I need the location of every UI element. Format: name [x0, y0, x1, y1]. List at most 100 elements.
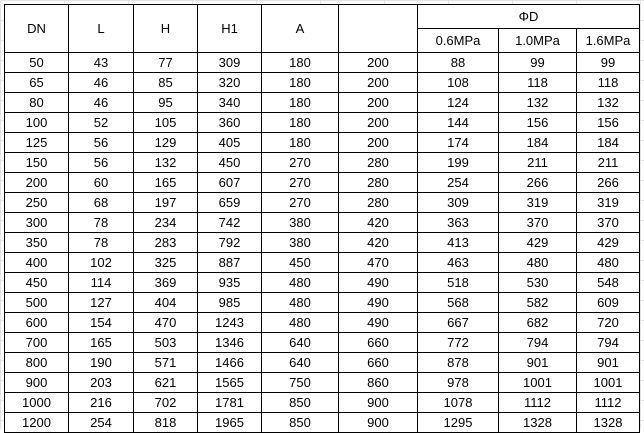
table-row: 1200 254 818 1965 850 900 1295 1328 1328	[4, 412, 640, 433]
table-cell: 772	[417, 332, 499, 353]
table-row: 900 203 621 1565 750 860 978 1001 1001	[4, 372, 640, 393]
table-cell: 1565	[197, 372, 262, 393]
table-cell: 127	[68, 292, 134, 313]
table-cell: 190	[68, 352, 134, 373]
table-cell: 165	[133, 172, 198, 193]
table-cell: 1000	[4, 392, 69, 413]
table-row: 50 43 77 309 180 200 88 99 99	[4, 52, 640, 73]
header-0-6mpa: 0.6MPa	[417, 28, 499, 53]
table-cell: 199	[417, 152, 499, 173]
table-cell: 900	[338, 392, 418, 413]
table-cell: 309	[417, 192, 499, 213]
table-row: 100 52 105 360 180 200 144 156 156	[4, 112, 640, 133]
header-l: L	[68, 4, 134, 53]
table-cell: 102	[68, 252, 134, 273]
table-cell: 99	[576, 52, 640, 73]
table-cell: 640	[261, 352, 339, 373]
table-cell: 68	[68, 192, 134, 213]
table-cell: 450	[197, 152, 262, 173]
header-h: H	[133, 4, 198, 53]
table-cell: 156	[576, 112, 640, 133]
table-cell: 901	[576, 352, 640, 373]
table-cell: 216	[68, 392, 134, 413]
table-cell: 660	[338, 332, 418, 353]
table-cell: 500	[4, 292, 69, 313]
table-cell: 180	[261, 72, 339, 93]
table-cell: 900	[4, 372, 69, 393]
table-cell: 380	[261, 232, 339, 253]
dimensions-table: DN L H H1 A ΦD 0.6MPa 1.0MPa 1.6MPa 50 43…	[4, 4, 640, 433]
table-cell: 600	[4, 312, 69, 333]
table-cell: 105	[133, 112, 198, 133]
table-cell: 450	[261, 252, 339, 273]
table-cell: 900	[338, 412, 418, 433]
table-cell: 480	[498, 252, 577, 273]
table-cell: 46	[68, 72, 134, 93]
table-cell: 43	[68, 52, 134, 73]
table-cell: 1112	[576, 392, 640, 413]
table-cell: 200	[338, 92, 418, 113]
table-cell: 180	[261, 92, 339, 113]
table-row: 200 60 165 607 270 280 254 266 266	[4, 172, 640, 193]
table-cell: 429	[498, 232, 577, 253]
table-cell: 1965	[197, 412, 262, 433]
table-row: 450 114 369 935 480 490 518 530 548	[4, 272, 640, 293]
table-cell: 280	[338, 192, 418, 213]
table-cell: 132	[133, 152, 198, 173]
table-cell: 702	[133, 392, 198, 413]
table-cell: 154	[68, 312, 134, 333]
table-cell: 319	[576, 192, 640, 213]
table-cell: 548	[576, 272, 640, 293]
table-row: 80 46 95 340 180 200 124 132 132	[4, 92, 640, 113]
table-cell: 503	[133, 332, 198, 353]
table-cell: 124	[417, 92, 499, 113]
table-cell: 174	[417, 132, 499, 153]
table-cell: 60	[68, 172, 134, 193]
table-cell: 132	[576, 92, 640, 113]
table-cell: 180	[261, 112, 339, 133]
table-cell: 1001	[498, 372, 577, 393]
table-cell: 742	[197, 212, 262, 233]
table-cell: 114	[68, 272, 134, 293]
table-row: 1000 216 702 1781 850 900 1078 1112 1112	[4, 392, 640, 413]
table-cell: 280	[338, 152, 418, 173]
table-row: 125 56 129 405 180 200 174 184 184	[4, 132, 640, 153]
table-cell: 85	[133, 72, 198, 93]
header-diameter-group: ΦD	[417, 4, 640, 29]
table-cell: 200	[338, 132, 418, 153]
table-cell: 132	[498, 92, 577, 113]
table-cell: 46	[68, 92, 134, 113]
table-cell: 887	[197, 252, 262, 273]
table-row: 150 56 132 450 270 280 199 211 211	[4, 152, 640, 173]
table-cell: 1328	[498, 412, 577, 433]
table-cell: 99	[498, 52, 577, 73]
table-cell: 659	[197, 192, 262, 213]
table-cell: 50	[4, 52, 69, 73]
table-cell: 180	[261, 52, 339, 73]
table-cell: 530	[498, 272, 577, 293]
table-cell: 203	[68, 372, 134, 393]
table-cell: 480	[576, 252, 640, 273]
table-cell: 80	[4, 92, 69, 113]
table-cell: 470	[338, 252, 418, 273]
table-cell: 180	[261, 132, 339, 153]
table-cell: 108	[417, 72, 499, 93]
table-cell: 165	[68, 332, 134, 353]
table-cell: 480	[261, 312, 339, 333]
table-cell: 100	[4, 112, 69, 133]
table-cell: 400	[4, 252, 69, 273]
table-row: 300 78 234 742 380 420 363 370 370	[4, 212, 640, 233]
table-cell: 518	[417, 272, 499, 293]
table-cell: 300	[4, 212, 69, 233]
table-cell: 56	[68, 132, 134, 153]
table-cell: 860	[338, 372, 418, 393]
table-cell: 360	[197, 112, 262, 133]
table-cell: 234	[133, 212, 198, 233]
table-cell: 794	[576, 332, 640, 353]
table-row: 600 154 470 1243 480 490 667 682 720	[4, 312, 640, 333]
table-cell: 405	[197, 132, 262, 153]
table-cell: 52	[68, 112, 134, 133]
table-cell: 794	[498, 332, 577, 353]
header-h1: H1	[197, 4, 262, 53]
table-cell: 682	[498, 312, 577, 333]
